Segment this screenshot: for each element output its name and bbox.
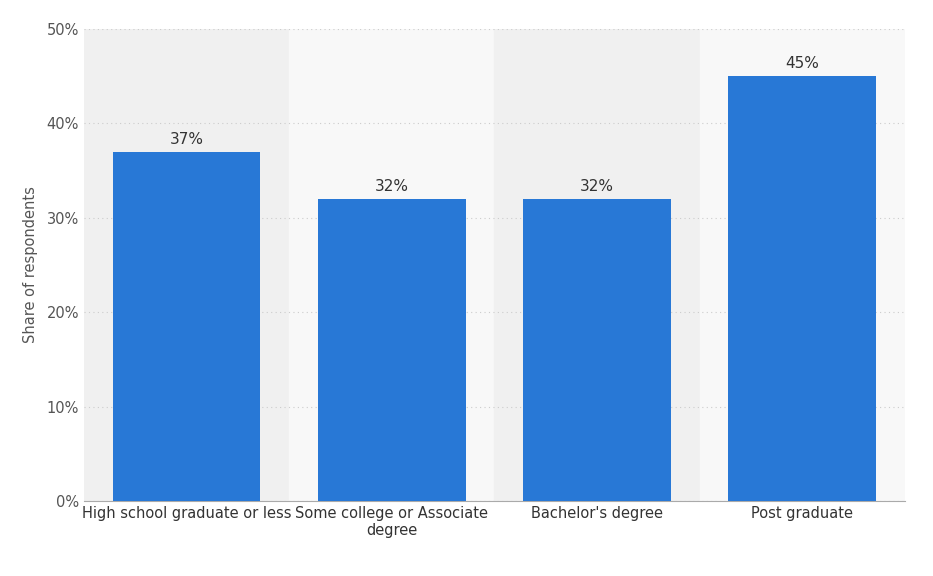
Text: 37%: 37% [170,132,203,147]
Bar [84,29,289,501]
Bar [729,76,876,501]
Y-axis label: Share of respondents: Share of respondents [23,187,38,343]
Bar [318,199,466,501]
Text: 45%: 45% [786,56,819,71]
Bar [289,29,494,501]
Text: 32%: 32% [580,179,614,194]
Bar [523,199,671,501]
Text: 32%: 32% [375,179,409,194]
Bar [113,151,260,501]
Bar [700,29,905,501]
Bar [494,29,700,501]
